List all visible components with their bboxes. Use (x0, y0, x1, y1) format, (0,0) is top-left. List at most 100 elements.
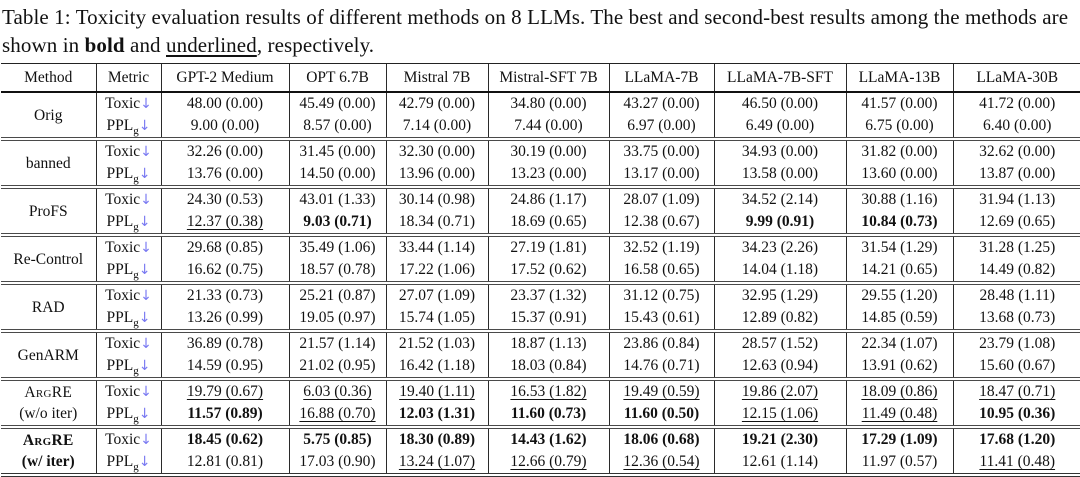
value-cell: 13.17 (0.00) (608, 163, 714, 188)
table-row: ArgRE (w/o iter) Toxic↓ 19.79 (0.67) 6.03 (0… (1, 377, 1080, 428)
value-cell: 17.52 (0.62) (487, 259, 609, 284)
table-row: PPLg↓ 11.57 (0.89) 16.88 (0.70) 12.03 (1.31… (1, 403, 1080, 428)
table-row: ProFS Toxic↓ 24.30 (0.53) 43.01 (1.33) 30.14… (1, 185, 1080, 236)
value-cell: 31.82 (0.00) (845, 137, 953, 164)
value-cell: 31.45 (0.00) (288, 137, 386, 164)
value-cell: 25.21 (0.87) (288, 281, 386, 308)
metric-cell-toxic: Toxic↓ (95, 185, 161, 212)
header-cell: Metric (95, 63, 161, 94)
value-cell: 27.19 (1.81) (487, 233, 609, 260)
value-cell: 31.28 (1.25) (952, 233, 1080, 260)
value-cell: 13.58 (0.00) (713, 163, 846, 188)
method-name: ProFS (28, 202, 68, 220)
value-cell: 34.93 (0.00) (713, 137, 846, 164)
value-cell: 9.00 (0.00) (160, 115, 289, 140)
down-arrow-icon: ↓ (140, 336, 152, 353)
header-cell: Method (1, 63, 96, 94)
value-cell: 11.97 (0.57) (845, 451, 953, 477)
table-row: PPLg↓ 14.59 (0.95) 21.02 (0.95) 16.42 (1.18… (1, 355, 1080, 380)
method-group: ProFS Toxic↓ 24.30 (0.53) 43.01 (1.33) 30.14… (1, 185, 1080, 236)
method-group: ArgRE (w/o iter) Toxic↓ 19.79 (0.67) 6.03 (0… (1, 377, 1080, 428)
header-cell: LLaMA-7B-SFT (713, 63, 846, 94)
down-arrow-icon: ↓ (138, 166, 151, 183)
value-cell: 17.68 (1.20) (952, 425, 1080, 452)
value-cell: 18.47 (0.71) (952, 377, 1080, 404)
metric-subscript: g (133, 317, 139, 330)
metric-subscript: g (133, 173, 139, 186)
table-row: PPLg↓ 13.76 (0.00) 14.50 (0.00) 13.96 (0.00… (1, 163, 1080, 188)
value-cell: 46.50 (0.00) (713, 92, 846, 116)
metric-label: Toxic (105, 143, 141, 161)
method-cell: Orig (1, 92, 96, 139)
value-cell: 19.49 (0.59) (608, 377, 714, 404)
header-cell: OPT 6.7B (288, 63, 386, 94)
metric-subscript: g (133, 269, 139, 282)
method-name: GenARM (17, 346, 79, 364)
value-cell: 16.42 (1.18) (385, 355, 488, 380)
value-cell: 27.07 (1.09) (385, 281, 488, 308)
value-cell: 43.01 (1.33) (288, 185, 386, 212)
value-cell: 12.61 (1.14) (713, 451, 846, 477)
value-cell: 19.40 (1.11) (385, 377, 488, 404)
value-cell: 30.88 (1.16) (845, 185, 953, 212)
value-cell: 18.45 (0.62) (160, 425, 289, 452)
down-arrow-icon: ↓ (140, 432, 152, 449)
method-group: Orig Toxic↓ 48.00 (0.00) 45.49 (0.00) 42.79 … (1, 92, 1080, 140)
metric-label: Toxic (105, 287, 141, 305)
table-header: Method Metric GPT-2 Medium OPT 6.7B Mistral … (1, 63, 1080, 94)
down-arrow-icon: ↓ (138, 214, 151, 231)
metric-cell-toxic: Toxic↓ (95, 377, 161, 404)
table-row: PPLg↓ 12.37 (0.38) 9.03 (0.71) 18.34 (0.71)… (1, 211, 1080, 236)
method-cell: GenARM (1, 329, 96, 380)
value-cell: 13.76 (0.00) (160, 163, 289, 188)
value-cell: 17.22 (1.06) (385, 259, 488, 284)
value-cell: 13.96 (0.00) (385, 163, 488, 188)
value-cell: 6.40 (0.00) (952, 115, 1080, 140)
value-cell: 30.19 (0.00) (487, 137, 609, 164)
metric-label: Toxic (105, 95, 141, 113)
value-cell: 19.05 (0.97) (288, 307, 386, 332)
value-cell: 23.86 (0.84) (608, 329, 714, 356)
metric-cell-ppl: PPLg↓ (95, 211, 161, 236)
value-cell: 13.26 (0.99) (160, 307, 289, 332)
value-cell: 11.60 (0.50) (608, 403, 714, 428)
method-cell: RAD (1, 281, 96, 332)
method-cell: ProFS (1, 185, 96, 236)
metric-cell-ppl: PPLg↓ (95, 115, 161, 140)
metric-label: Toxic (105, 335, 141, 353)
table-row: Orig Toxic↓ 48.00 (0.00) 45.49 (0.00) 42.79 … (1, 92, 1080, 124)
method-name: (w/ iter) (21, 453, 75, 471)
metric-subscript: g (133, 125, 139, 138)
value-cell: 14.85 (0.59) (845, 307, 953, 332)
value-cell: 41.72 (0.00) (952, 92, 1080, 116)
value-cell: 12.38 (0.67) (608, 211, 714, 236)
value-cell: 24.86 (1.17) (487, 185, 609, 212)
down-arrow-icon: ↓ (138, 454, 151, 471)
value-cell: 32.26 (0.00) (160, 137, 289, 164)
paper-page: { "caption": { "segments": { "lead": "Ta… (1, 5, 1080, 477)
value-cell: 34.23 (2.26) (713, 233, 846, 260)
method-cell: banned (1, 137, 96, 188)
header-row: Method Metric GPT-2 Medium OPT 6.7B Mistral … (1, 63, 1080, 94)
value-cell: 13.24 (1.07) (385, 451, 488, 477)
metric-cell-ppl: PPLg↓ (95, 163, 161, 188)
table-row: Re-Control Toxic↓ 29.68 (0.85) 35.49 (1.06)… (1, 233, 1080, 284)
down-arrow-icon: ↓ (138, 358, 151, 375)
value-cell: 18.09 (0.86) (845, 377, 953, 404)
value-cell: 31.94 (1.13) (952, 185, 1080, 212)
value-cell: 14.43 (1.62) (487, 425, 609, 452)
value-cell: 32.62 (0.00) (952, 137, 1080, 164)
value-cell: 9.99 (0.91) (713, 211, 846, 236)
value-cell: 32.52 (1.19) (608, 233, 714, 260)
value-cell: 21.02 (0.95) (288, 355, 386, 380)
down-arrow-icon: ↓ (140, 240, 152, 257)
value-cell: 15.74 (1.05) (385, 307, 488, 332)
metric-label: PPL (106, 165, 134, 183)
value-cell: 24.30 (0.53) (160, 185, 289, 212)
value-cell: 21.33 (0.73) (160, 281, 289, 308)
value-cell: 43.27 (0.00) (608, 92, 714, 116)
value-cell: 7.14 (0.00) (385, 115, 488, 140)
value-cell: 9.03 (0.71) (288, 211, 386, 236)
metric-cell-ppl: PPLg↓ (95, 451, 161, 477)
metric-cell-ppl: PPLg↓ (95, 403, 161, 428)
